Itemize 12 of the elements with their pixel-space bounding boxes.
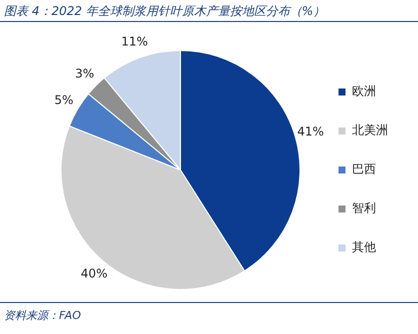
data-label: 3% — [75, 66, 94, 80]
legend-label: 北美洲 — [352, 123, 388, 138]
data-label: 41% — [297, 124, 324, 138]
text: 资料来源：FAO — [4, 308, 81, 323]
legend-label: 智利 — [352, 201, 376, 216]
data-label: 11% — [121, 34, 148, 49]
data-label: 5% — [54, 93, 74, 108]
legend-label: 巴西 — [352, 162, 376, 176]
legend-label: 欧洲 — [352, 84, 376, 98]
chart-title: 图表 4：2022 年全球制浆用针叶原木产量按地区分布（%） — [4, 3, 326, 20]
legend-label: 其他 — [352, 240, 376, 254]
data-label: 40% — [80, 266, 108, 281]
